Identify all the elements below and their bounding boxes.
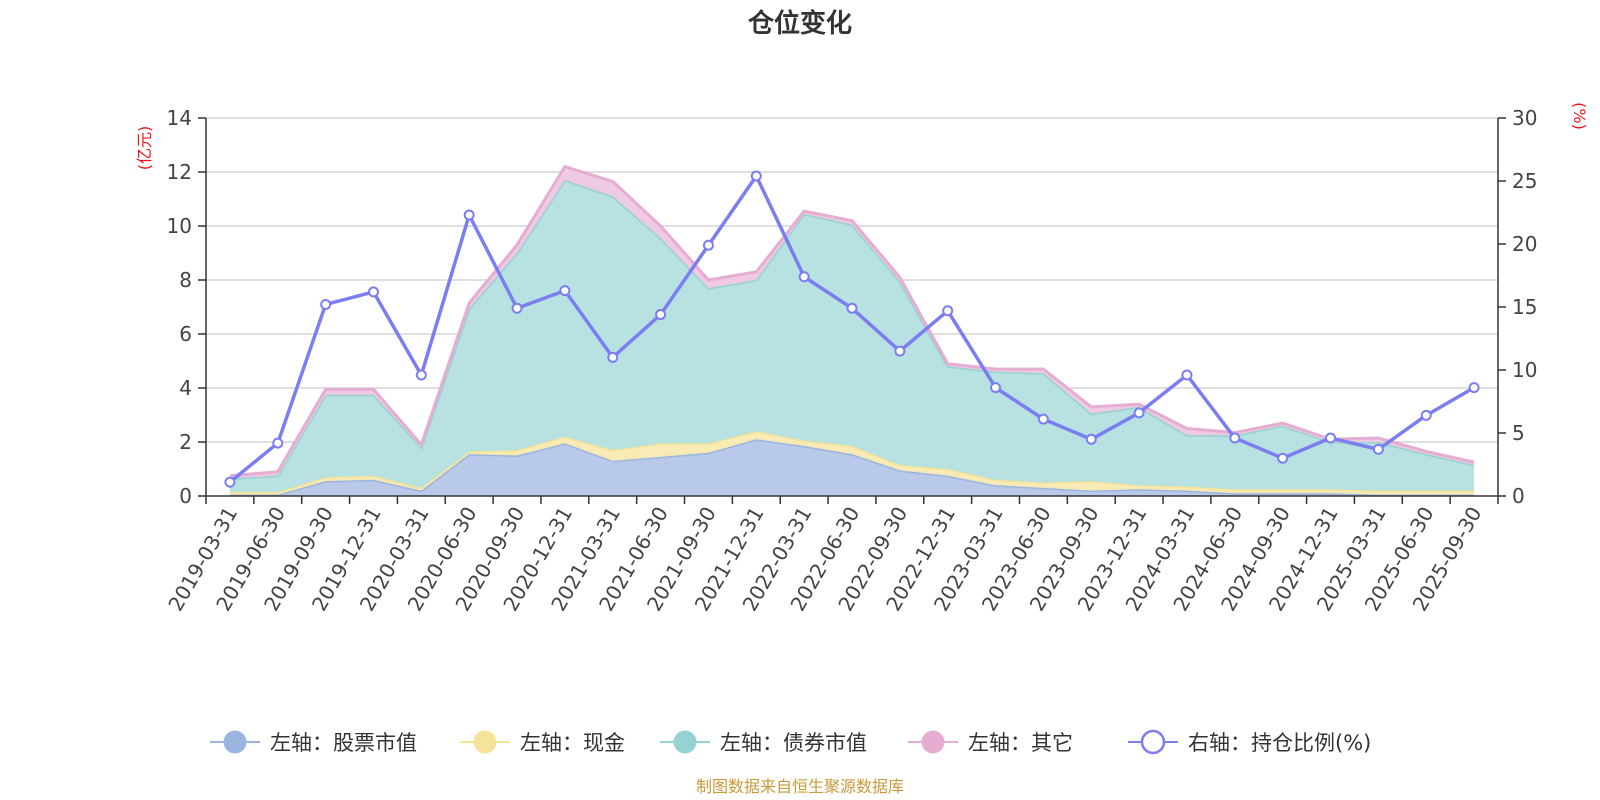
- left-tick-label: 12: [167, 160, 192, 184]
- right-tick-label: 20: [1512, 232, 1537, 256]
- ratio-point: [559, 285, 571, 297]
- legend-marker-左轴：债券市值: [673, 730, 697, 754]
- ratio-point: [1468, 382, 1480, 394]
- ratio-point: [1229, 432, 1241, 444]
- ratio-point: [607, 351, 619, 363]
- legend-marker-左轴：其它: [921, 730, 945, 754]
- left-tick-label: 14: [167, 106, 192, 130]
- ratio-point: [655, 309, 667, 321]
- holding-ratio-line: [224, 170, 1480, 488]
- ratio-point: [1277, 452, 1289, 464]
- ratio-point: [798, 271, 810, 283]
- legend-marker-右轴：持仓比例(%): [1140, 729, 1166, 755]
- right-tick-label: 10: [1512, 358, 1537, 382]
- legend-marker-左轴：股票市值: [223, 730, 247, 754]
- left-tick-label: 10: [167, 214, 192, 238]
- legend-marker-左轴：现金: [473, 730, 497, 754]
- left-axis-unit: (亿元): [135, 126, 154, 171]
- legend: 左轴：股票市值 左轴：现金 左轴：债券市值 左轴：其它 右轴：持仓比例(%): [210, 729, 1371, 755]
- ratio-point: [942, 305, 954, 317]
- ratio-point: [1325, 432, 1337, 444]
- ratio-point: [702, 239, 714, 251]
- ratio-point: [1420, 409, 1432, 421]
- area-左轴：现金: [229, 431, 1475, 495]
- right-tick-label: 30: [1512, 106, 1537, 130]
- ratio-point: [894, 345, 906, 357]
- legend-label: 左轴：股票市值: [270, 731, 417, 755]
- right-axis-unit: (%): [1570, 102, 1589, 130]
- ratio-point: [224, 476, 236, 488]
- stacked-areas: [229, 164, 1475, 497]
- ratio-point: [1181, 369, 1193, 381]
- ratio-point: [750, 170, 762, 182]
- ratio-point: [1037, 413, 1049, 425]
- legend-label: 左轴：现金: [520, 731, 625, 755]
- left-tick-label: 6: [179, 322, 192, 346]
- right-tick-label: 5: [1512, 421, 1525, 445]
- legend-label: 左轴：其它: [968, 731, 1073, 755]
- ratio-point: [415, 369, 427, 381]
- left-tick-label: 4: [179, 376, 192, 400]
- ratio-point: [463, 209, 475, 221]
- ratio-point: [511, 302, 523, 314]
- ratio-point: [846, 302, 858, 314]
- ratio-point: [320, 298, 332, 310]
- legend-label: 左轴：债券市值: [720, 731, 867, 755]
- right-tick-label: 0: [1512, 484, 1525, 508]
- area-edge-左轴：其它: [229, 164, 1475, 478]
- right-tick-label: 25: [1512, 169, 1537, 193]
- legend-label: 右轴：持仓比例(%): [1188, 731, 1371, 755]
- ratio-point: [272, 437, 284, 449]
- ratio-point: [1372, 443, 1384, 455]
- right-tick-label: 15: [1512, 295, 1537, 319]
- ratio-point: [367, 286, 379, 298]
- left-tick-label: 2: [179, 430, 192, 454]
- ratio-point: [1085, 433, 1097, 445]
- left-tick-label: 0: [179, 484, 192, 508]
- area-左轴：债券市值: [229, 180, 1475, 492]
- data-source-note: 制图数据来自恒生聚源数据库: [696, 777, 904, 796]
- area-左轴：股票市值: [229, 439, 1475, 496]
- ratio-point: [1133, 407, 1145, 419]
- ratio-point: [990, 382, 1002, 394]
- left-tick-label: 8: [179, 268, 192, 292]
- chart-title: 仓位变化: [747, 8, 852, 39]
